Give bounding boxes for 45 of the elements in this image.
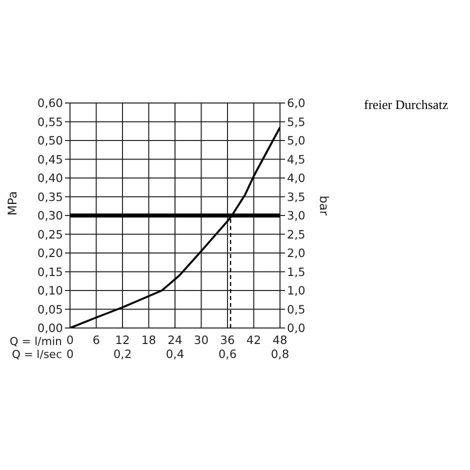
x2-tick-label: 0,4 [166,347,184,361]
y-tick-label: 0,10 [37,284,63,298]
y2-tick-label: 3,5 [287,190,306,204]
y-tick-label: 0,55 [37,114,63,129]
text: freier Durchsatz [364,97,448,113]
y-axis-title: MPa [5,191,20,216]
y2-axis-title: bar [316,196,331,216]
y-tick-label: 0,25 [37,227,63,242]
y2-tick-label: 5,5 [287,114,306,129]
x2-tick-label: 0 [66,347,74,361]
y-tick-label: 0,40 [37,171,63,186]
y-tick-label: 0,30 [37,208,63,223]
x-tick-label: 24 [168,333,182,348]
y2-tick-label: 6,0 [287,96,306,110]
y2-tick-label: 3,0 [287,208,306,223]
y2-tick-label: 5,0 [287,134,306,148]
y-tick-label: 0,15 [37,264,63,279]
y2-tick-label: 1,5 [287,264,306,279]
y2-tick-label: 4,0 [287,171,306,186]
x-tick-label: 30 [194,333,209,348]
x2-tick-label: 0,2 [113,347,132,361]
y-tick-label: 0,35 [37,190,63,204]
y2-tick-label: 0,0 [287,321,306,336]
x-tick-label: 18 [141,333,156,348]
x-tick-label: 36 [220,333,235,348]
y2-tick-label: 0,5 [287,302,306,316]
y-tick-label: 0,05 [37,302,63,316]
y2-tick-label: 2,5 [287,227,306,242]
x-tick-label: 12 [115,333,130,348]
x-tick-label: 0 [66,333,74,348]
x-tick-label: 48 [272,333,288,348]
y2-tick-label: 2,0 [287,246,306,260]
x-axis-title: Q = l/min [10,335,62,348]
y-tick-label: 0,45 [37,152,63,166]
x-tick-label: 42 [246,333,262,348]
x2-axis-title: Q = l/sec [12,348,62,361]
y-tick-label: 0,20 [37,246,63,260]
y-tick-label: 0,50 [37,134,63,148]
x2-tick-label: 0,6 [218,347,237,361]
y2-tick-label: 4,5 [287,152,306,166]
x2-tick-label: 0,8 [270,347,290,361]
y2-tick-label: 1,0 [287,284,306,298]
y-tick-label: 0,60 [37,96,63,110]
x-tick-label: 6 [92,333,100,348]
y-tick-label: 0,00 [37,321,63,336]
